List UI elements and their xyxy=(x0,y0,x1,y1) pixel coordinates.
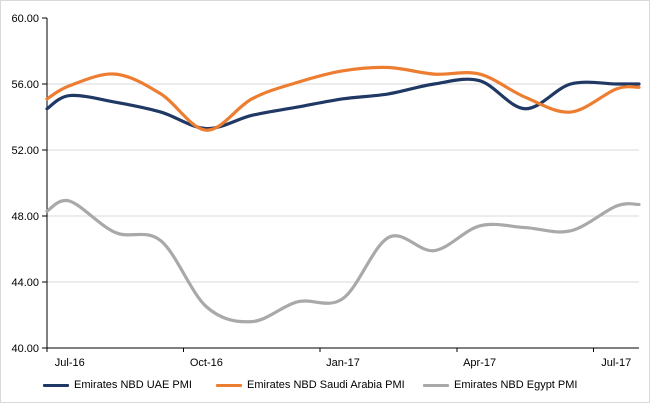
egypt-line-swatch xyxy=(423,383,449,387)
chart-legend: Emirates NBD UAE PMI Emirates NBD Saudi … xyxy=(1,377,649,393)
y-axis-label-60: 60.00 xyxy=(11,13,39,25)
series-line-saudi-pmi xyxy=(45,65,641,132)
legend-item-saudi-pmi: Emirates NBD Saudi Arabia PMI xyxy=(216,377,405,393)
y-axis-label-44: 44.00 xyxy=(11,277,39,289)
x-axis-label-Jan-17: Jan-17 xyxy=(326,357,360,369)
x-axis-label-Jul-17: Jul-17 xyxy=(601,357,631,369)
series-line-egypt-pmi xyxy=(45,198,641,324)
legend-label-saudi-pmi: Emirates NBD Saudi Arabia PMI xyxy=(247,379,405,391)
legend-item-uae-pmi: Emirates NBD UAE PMI xyxy=(43,377,192,393)
x-axis-label-Jul-16: Jul-16 xyxy=(55,357,85,369)
x-axis-label-Apr-17: Apr-17 xyxy=(463,357,496,369)
legend-item-egypt-pmi: Emirates NBD Egypt PMI xyxy=(423,377,577,393)
x-axis-label-Oct-16: Oct-16 xyxy=(190,357,223,369)
y-axis-label-48: 48.00 xyxy=(11,211,39,223)
y-axis-label-40: 40.00 xyxy=(11,343,39,355)
legend-label-uae-pmi: Emirates NBD UAE PMI xyxy=(74,379,192,391)
series-line-uae-pmi xyxy=(45,77,641,131)
y-axis-label-56: 56.00 xyxy=(11,79,39,91)
y-axis-label-52: 52.00 xyxy=(11,145,39,157)
plot-area: 40.00 44.00 48.00 52.00 56.00 60.00 Jul-16 Oct-… xyxy=(11,13,641,369)
saudi-line-swatch xyxy=(216,383,242,387)
uae-line-swatch xyxy=(43,383,69,387)
legend-label-egypt-pmi: Emirates NBD Egypt PMI xyxy=(454,379,578,391)
